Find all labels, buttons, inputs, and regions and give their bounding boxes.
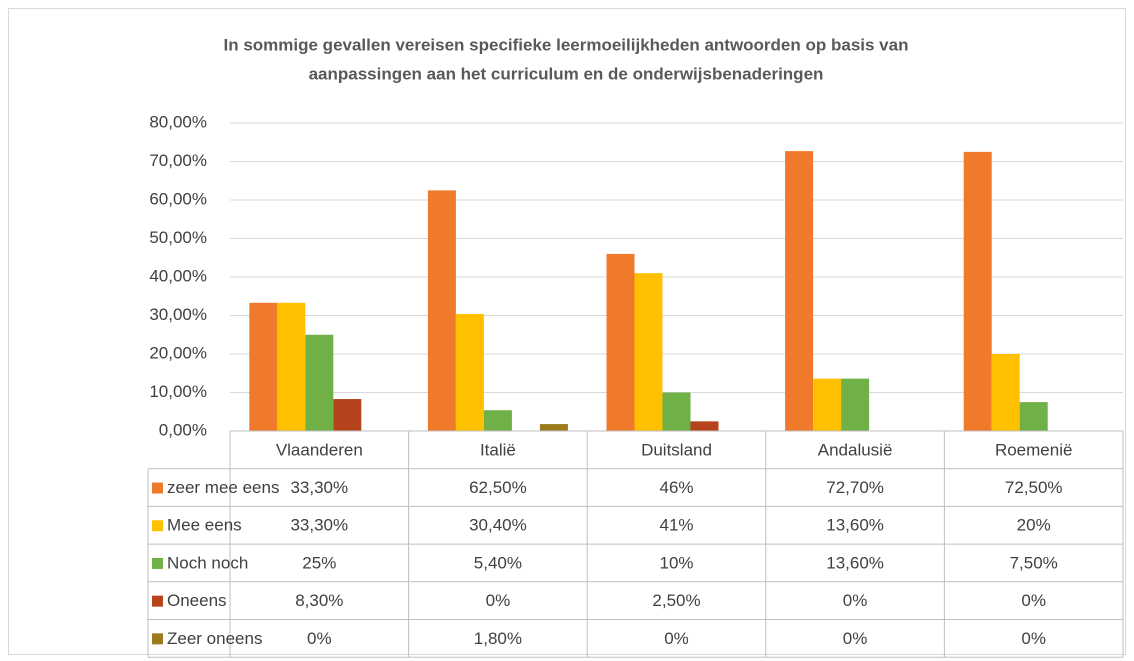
- table-cell: 0%: [307, 629, 332, 648]
- bar: [841, 378, 870, 431]
- table-cell: 62,50%: [469, 478, 527, 497]
- table-cell: 20%: [1017, 516, 1051, 535]
- table-cell: 46%: [659, 478, 693, 497]
- table-cell: 33,30%: [290, 478, 348, 497]
- legend-label: Mee eens: [167, 516, 242, 535]
- table-cell: 0%: [843, 591, 868, 610]
- table-cell: 25%: [302, 553, 336, 572]
- y-tick-label: 70,00%: [149, 151, 207, 170]
- table-cell: 0%: [664, 629, 689, 648]
- table-cell: 7,50%: [1010, 553, 1058, 572]
- y-tick-label: 10,00%: [149, 382, 207, 401]
- table-cell: 13,60%: [826, 516, 884, 535]
- bar: [305, 334, 334, 431]
- legend-key: [152, 633, 163, 645]
- legend-key: [152, 595, 163, 607]
- legend-key: [152, 557, 163, 569]
- legend-key: [152, 482, 163, 494]
- y-tick-label: 40,00%: [149, 266, 207, 285]
- bar: [483, 410, 512, 431]
- y-tick-label: 30,00%: [149, 305, 207, 324]
- bar: [690, 421, 719, 431]
- bar: [539, 424, 568, 431]
- table-cell: 10%: [659, 553, 693, 572]
- legend-key: [152, 520, 163, 532]
- table-cell: 0%: [843, 629, 868, 648]
- x-tick-label: Italië: [480, 440, 516, 459]
- table-cell: 72,70%: [826, 478, 884, 497]
- table-cell: 0%: [1021, 591, 1046, 610]
- bar: [277, 302, 306, 431]
- x-tick-label: Duitsland: [641, 440, 712, 459]
- table-cell: 0%: [1021, 629, 1046, 648]
- bar: [455, 313, 484, 431]
- legend-label: Oneens: [167, 591, 227, 610]
- table-cell: 33,30%: [290, 516, 348, 535]
- table-cell: 41%: [659, 516, 693, 535]
- y-tick-label: 80,00%: [149, 112, 207, 131]
- legend-label: zeer mee eens: [167, 478, 279, 497]
- bar: [249, 302, 278, 431]
- table-cell: 5,40%: [474, 553, 522, 572]
- chart-title: In sommige gevallen vereisen specifieke …: [224, 35, 909, 54]
- x-tick-label: Roemenië: [995, 440, 1073, 459]
- legend-label: Zeer oneens: [167, 629, 262, 648]
- bar: [991, 354, 1020, 431]
- table-cell: 0%: [486, 591, 511, 610]
- table-cell: 30,40%: [469, 516, 527, 535]
- table-cell: 2,50%: [652, 591, 700, 610]
- chart-border: [8, 8, 1126, 655]
- bar: [333, 399, 362, 431]
- y-tick-label: 50,00%: [149, 228, 207, 247]
- bar: [785, 151, 814, 432]
- x-tick-label: Andalusië: [818, 440, 893, 459]
- table-cell: 1,80%: [474, 629, 522, 648]
- bar: [634, 273, 663, 431]
- bar: [427, 190, 456, 431]
- x-tick-label: Vlaanderen: [276, 440, 363, 459]
- table-cell: 13,60%: [826, 553, 884, 572]
- bar: [963, 151, 992, 431]
- bar: [1019, 402, 1048, 431]
- legend-label: Noch noch: [167, 553, 248, 572]
- table-cell: 72,50%: [1005, 478, 1063, 497]
- chart-title: aanpassingen aan het curriculum en de on…: [309, 64, 824, 83]
- y-tick-label: 20,00%: [149, 343, 207, 362]
- bar: [813, 378, 842, 431]
- y-tick-label: 0,00%: [159, 420, 207, 439]
- bar: [606, 253, 635, 431]
- bar: [662, 392, 691, 431]
- table-cell: 8,30%: [295, 591, 343, 610]
- y-tick-label: 60,00%: [149, 189, 207, 208]
